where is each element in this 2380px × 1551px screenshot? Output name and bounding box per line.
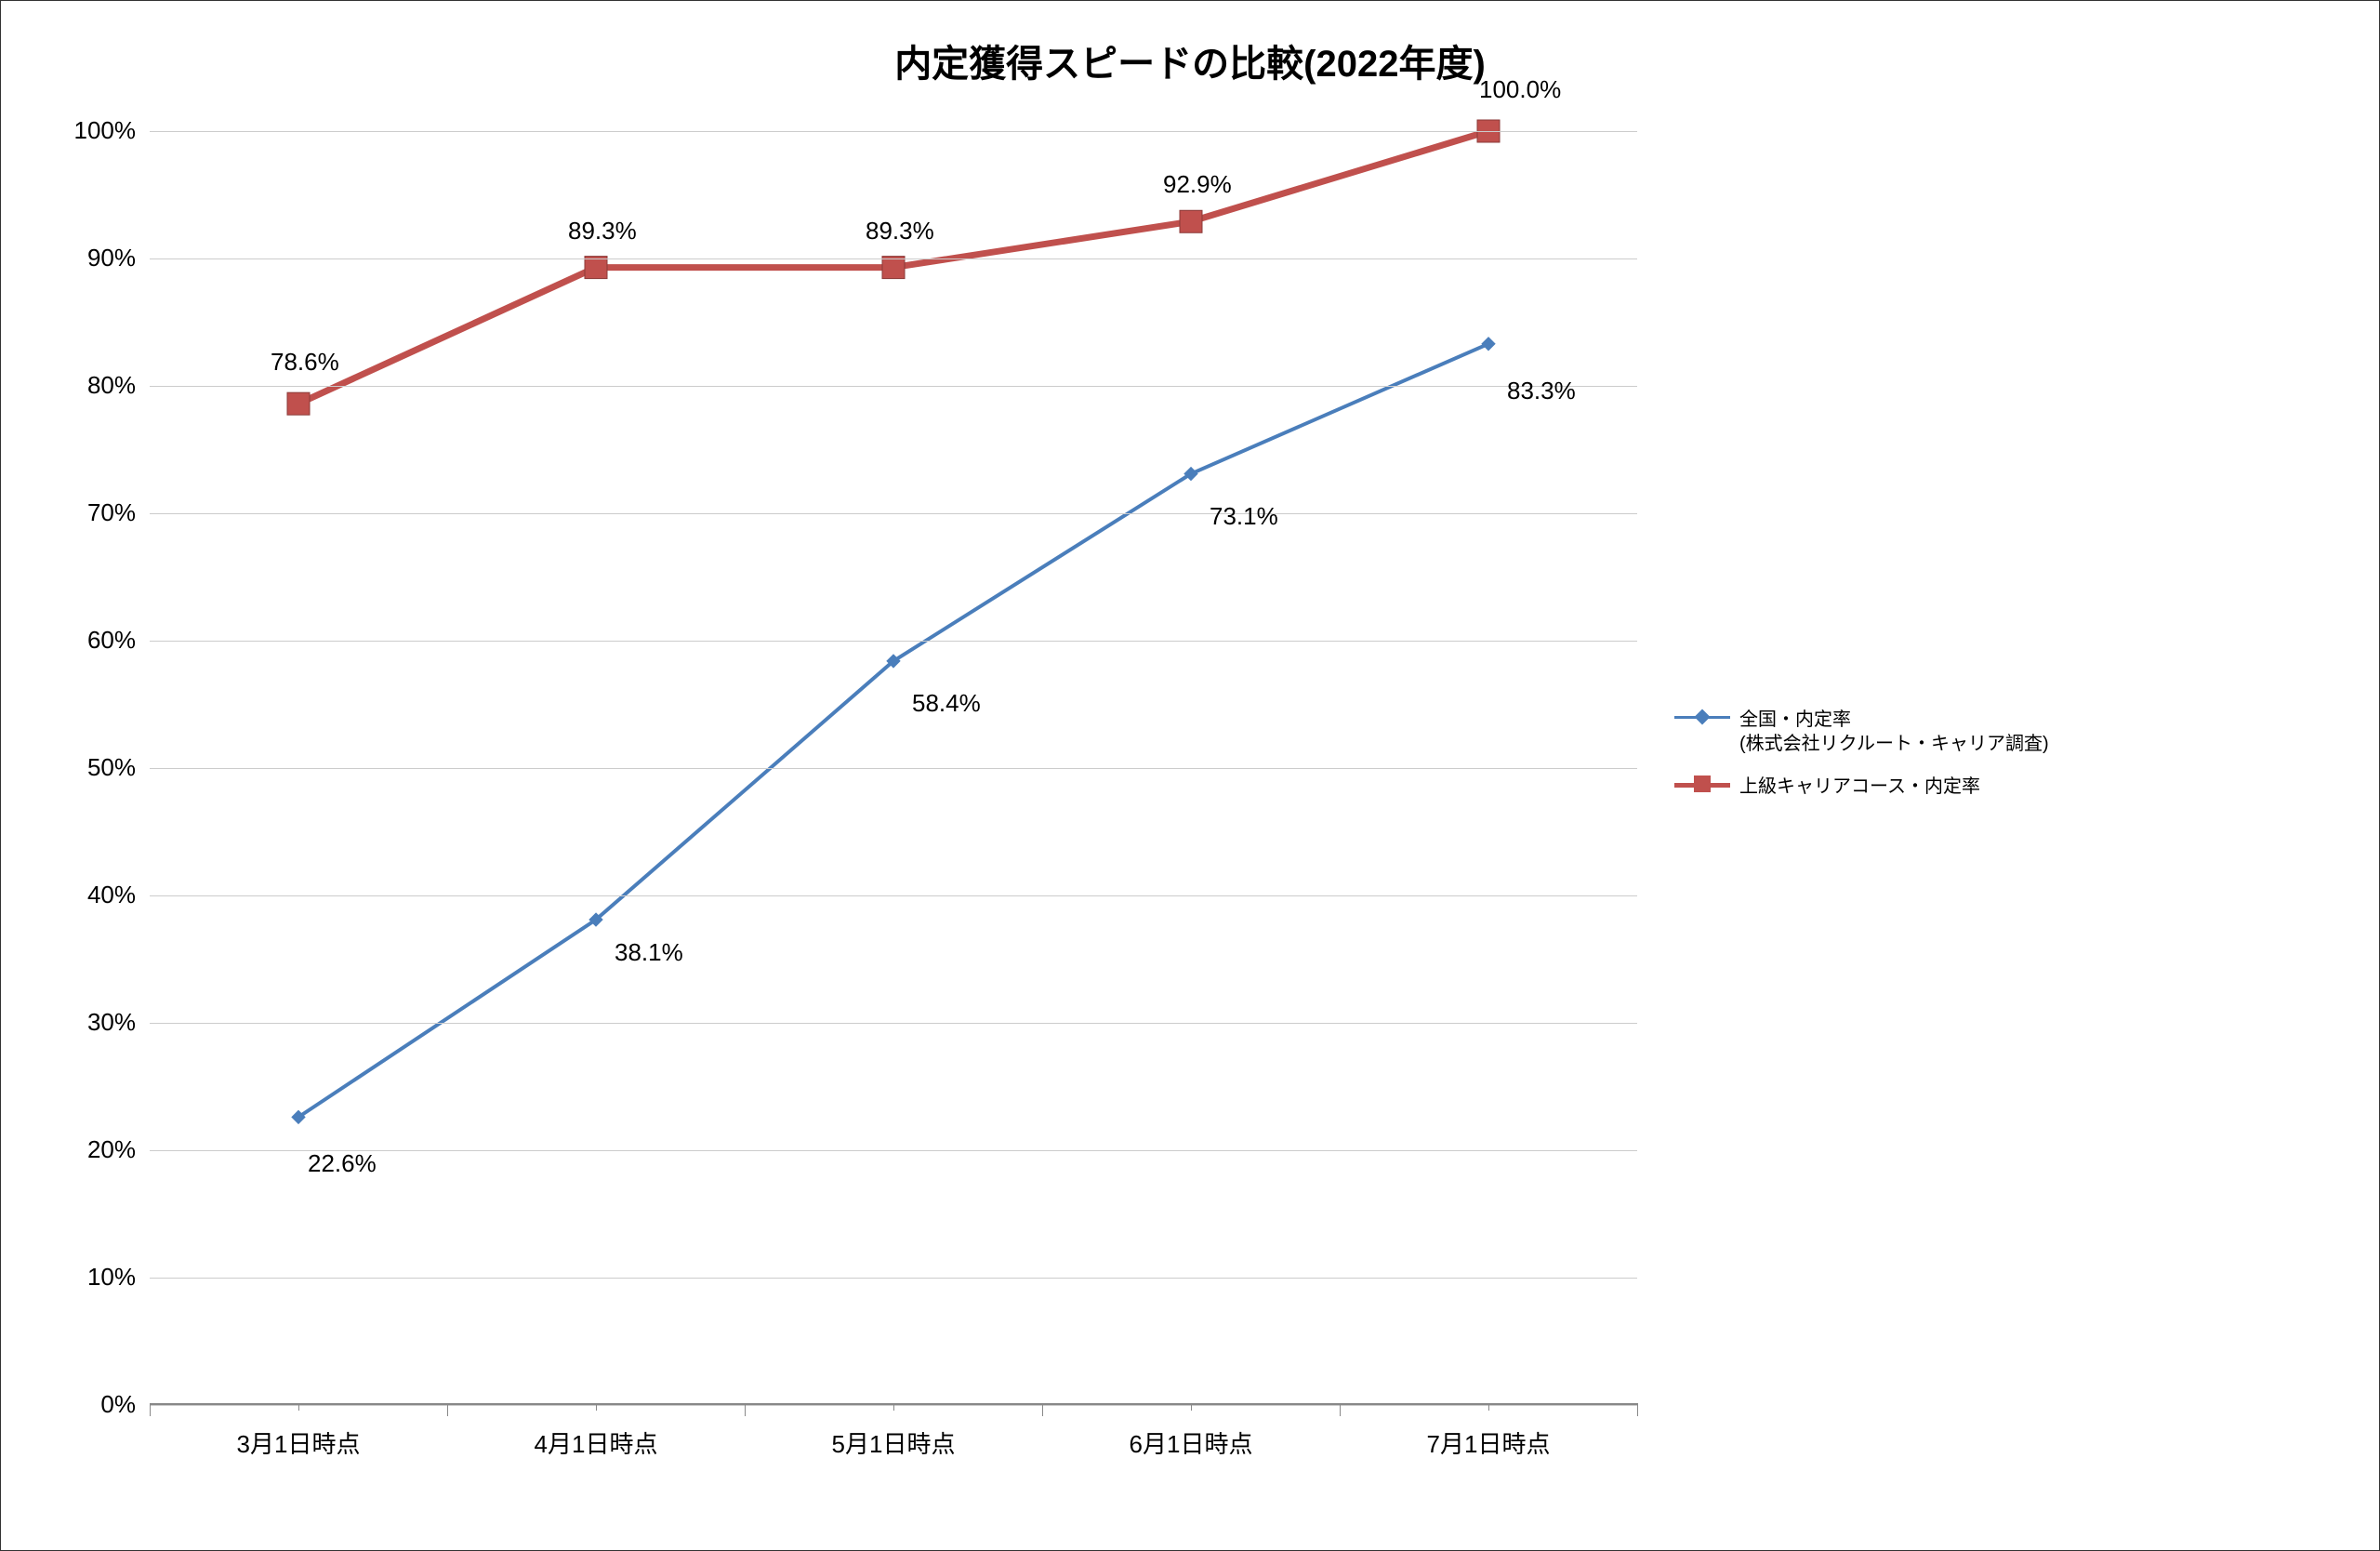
legend: 全国・内定率(株式会社リクルート・キャリア調査) 上級キャリアコース・内定率 bbox=[1674, 708, 2049, 817]
marker-square bbox=[287, 392, 310, 415]
x-tick-minor bbox=[1191, 1403, 1192, 1411]
series-line-0 bbox=[298, 344, 1488, 1118]
x-tick bbox=[447, 1403, 448, 1416]
x-axis-label: 5月1日時点 bbox=[800, 1425, 986, 1460]
marker-diamond bbox=[1482, 338, 1495, 351]
chart-svg bbox=[150, 131, 1637, 1403]
x-axis-label: 7月1日時点 bbox=[1395, 1425, 1581, 1460]
gridline bbox=[150, 768, 1637, 769]
square-icon bbox=[1694, 776, 1711, 792]
y-axis-label: 90% bbox=[61, 244, 136, 272]
data-label: 22.6% bbox=[308, 1149, 377, 1178]
gridline bbox=[150, 641, 1637, 642]
x-axis-label: 6月1日時点 bbox=[1098, 1425, 1284, 1460]
gridline bbox=[150, 1278, 1637, 1279]
data-label: 89.3% bbox=[866, 217, 934, 245]
legend-item: 全国・内定率(株式会社リクルート・キャリア調査) bbox=[1674, 708, 2049, 756]
x-tick-minor bbox=[596, 1403, 597, 1411]
legend-text: 上級キャリアコース・内定率 bbox=[1739, 775, 1980, 799]
data-label: 38.1% bbox=[615, 938, 683, 967]
x-tick-minor bbox=[893, 1403, 894, 1411]
gridline bbox=[150, 131, 1637, 132]
y-axis-label: 10% bbox=[61, 1263, 136, 1292]
diamond-icon bbox=[1695, 709, 1711, 725]
y-axis-label: 60% bbox=[61, 626, 136, 655]
y-axis-label: 100% bbox=[61, 116, 136, 145]
marker-square bbox=[882, 257, 905, 279]
y-axis-label: 0% bbox=[61, 1390, 136, 1419]
data-label: 73.1% bbox=[1210, 502, 1278, 531]
data-label: 78.6% bbox=[271, 348, 339, 377]
y-axis-label: 50% bbox=[61, 753, 136, 782]
gridline bbox=[150, 258, 1637, 259]
chart-title: 内定獲得スピードの比較(2022年度) bbox=[1, 33, 2379, 87]
gridline bbox=[150, 513, 1637, 514]
x-tick bbox=[1340, 1403, 1341, 1416]
x-axis-label: 3月1日時点 bbox=[205, 1425, 391, 1460]
marker-square bbox=[1180, 210, 1202, 232]
data-label: 100.0% bbox=[1479, 75, 1561, 104]
marker-square bbox=[585, 257, 607, 279]
x-tick bbox=[1042, 1403, 1043, 1416]
x-tick-minor bbox=[298, 1403, 299, 1411]
legend-marker bbox=[1674, 708, 1730, 726]
y-axis-label: 80% bbox=[61, 371, 136, 400]
chart-container: 内定獲得スピードの比較(2022年度) 全国・内定率(株式会社リクルート・キャリ… bbox=[0, 0, 2380, 1551]
x-tick-minor bbox=[1488, 1403, 1489, 1411]
data-label: 92.9% bbox=[1163, 170, 1232, 199]
x-tick bbox=[745, 1403, 746, 1416]
plot-area bbox=[150, 131, 1637, 1405]
legend-item: 上級キャリアコース・内定率 bbox=[1674, 775, 2049, 799]
x-axis-label: 4月1日時点 bbox=[503, 1425, 689, 1460]
y-axis-label: 40% bbox=[61, 881, 136, 909]
y-axis-label: 30% bbox=[61, 1008, 136, 1037]
legend-marker bbox=[1674, 775, 1730, 793]
gridline bbox=[150, 895, 1637, 896]
legend-text: 全国・内定率(株式会社リクルート・キャリア調査) bbox=[1739, 708, 2049, 756]
x-tick bbox=[150, 1403, 151, 1416]
y-axis-label: 20% bbox=[61, 1135, 136, 1164]
gridline bbox=[150, 386, 1637, 387]
gridline bbox=[150, 1023, 1637, 1024]
x-tick bbox=[1637, 1403, 1638, 1416]
data-label: 83.3% bbox=[1507, 377, 1576, 405]
data-label: 58.4% bbox=[912, 689, 981, 718]
data-label: 89.3% bbox=[568, 217, 637, 245]
y-axis-label: 70% bbox=[61, 498, 136, 527]
